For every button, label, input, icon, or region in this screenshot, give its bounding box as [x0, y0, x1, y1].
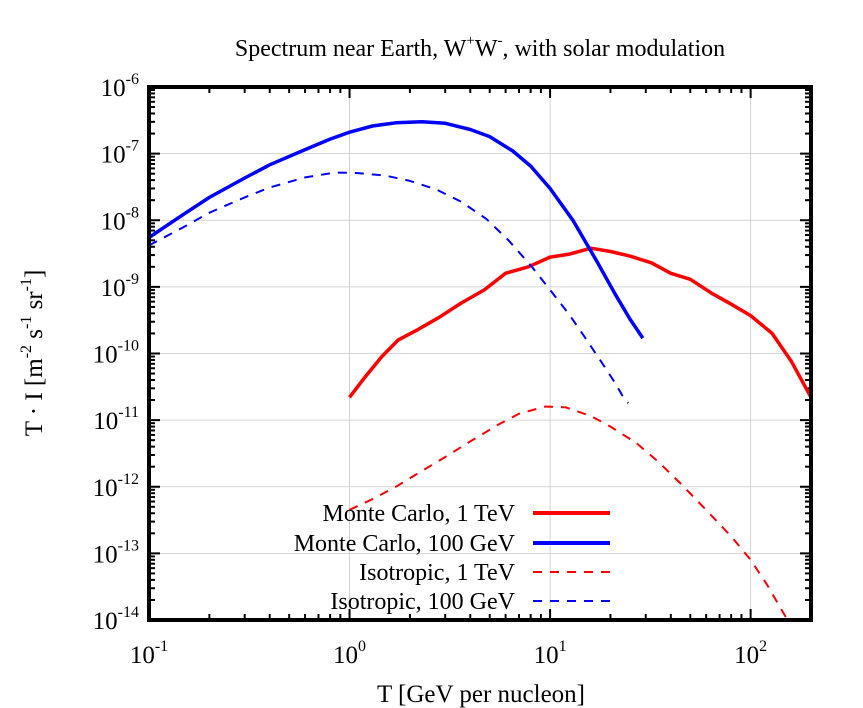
series-layer [148, 120, 813, 618]
series-mc-100gev [148, 120, 645, 340]
chart-title: Spectrum near Earth, W+W-, with solar mo… [235, 33, 725, 62]
x-tick-label: 100 [333, 638, 366, 669]
x-tick-label: 10-1 [130, 638, 168, 669]
y-tick-label: 10-12 [93, 471, 139, 502]
legend: Monte Carlo, 1 TeV Monte Carlo, 100 GeV … [294, 501, 610, 615]
y-tick-label: 10-8 [101, 204, 139, 235]
y-tick-label: 10-9 [101, 271, 139, 302]
legend-label-iso-1tev: Isotropic, 1 TeV [359, 560, 516, 586]
x-tick-label: 101 [534, 638, 567, 669]
legend-label-mc-1tev: Monte Carlo, 1 TeV [322, 501, 515, 527]
series-iso-100gev [148, 171, 629, 404]
x-tick-labels: 10-1 100 101 102 [130, 638, 767, 669]
y-tick-label: 10-7 [101, 138, 139, 169]
y-tick-labels: 10-6 10-7 10-8 10-9 10-10 10-11 10-12 10-13 10-1… [93, 71, 139, 635]
x-axis-label: T [GeV per nucleon] [377, 681, 585, 708]
y-axis-label: T · I [m-2 s-1 sr-1] [18, 270, 48, 437]
plot-frame [147, 85, 813, 622]
y-tick-label: 10-6 [101, 71, 139, 102]
y-tick-label: 10-11 [93, 404, 139, 435]
x-tick-label: 102 [734, 638, 767, 669]
y-tick-label: 10-10 [93, 338, 139, 369]
series-iso-1tev [349, 405, 787, 618]
y-tick-label: 10-13 [93, 537, 139, 568]
series-mc-1tev [348, 246, 813, 399]
legend-label-iso-100gev: Isotropic, 100 GeV [330, 589, 515, 615]
legend-label-mc-100gev: Monte Carlo, 100 GeV [294, 531, 516, 557]
y-tick-label: 10-14 [93, 604, 139, 635]
grid [148, 86, 811, 621]
